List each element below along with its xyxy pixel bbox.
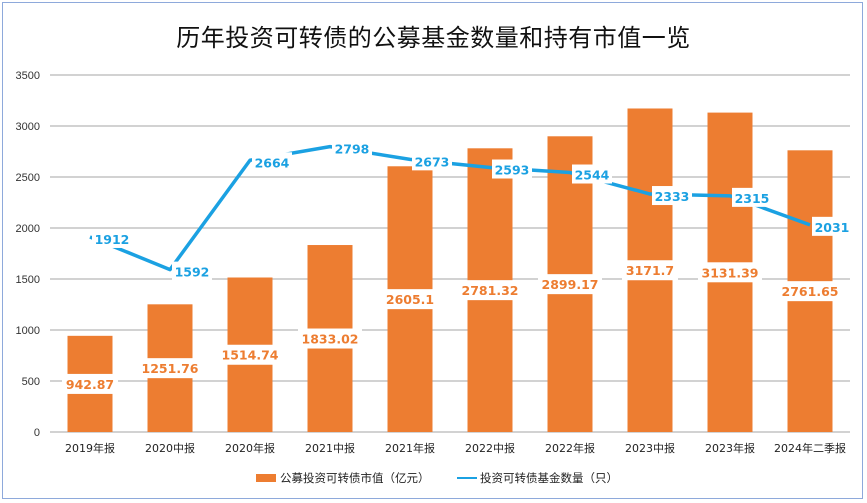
bar-data-label: 1514.74: [222, 348, 279, 363]
legend: 公募投资可转债市值（亿元） 投资可转债基金数量（只）: [256, 471, 618, 485]
line-label-bg: [492, 159, 532, 179]
line-data-label: 2031: [815, 220, 850, 235]
line-data-label: 1912: [95, 232, 130, 247]
bar-label-bg: [458, 280, 522, 301]
x-tick-label: 2021中报: [305, 441, 355, 455]
x-tick-label: 2023年报: [705, 441, 755, 455]
bar-data-label: 1833.02: [302, 332, 359, 347]
x-tick-label: 2024年二季报: [774, 441, 846, 455]
x-tick-label: 2021年报: [385, 441, 435, 455]
line-data-label: 2798: [335, 142, 370, 157]
line-data-label: 1592: [175, 265, 210, 280]
x-tick-label: 2023中报: [625, 441, 675, 455]
y-tick-label: 1500: [16, 274, 40, 286]
line-label-bg: [652, 186, 692, 206]
x-tick-label: 2022年报: [545, 441, 595, 455]
legend-swatch-bar: [256, 474, 276, 482]
y-tick-label: 2500: [16, 172, 40, 184]
line-label-bg: [92, 228, 132, 248]
bar-data-label: 3131.39: [702, 265, 759, 280]
bar-label-bg: [298, 328, 362, 349]
y-tick-label: 0: [34, 427, 40, 439]
bar-label-bg: [218, 344, 282, 365]
bar-label-bg: [382, 289, 438, 310]
line-data-label: 2315: [735, 191, 770, 206]
y-tick-label: 500: [22, 376, 40, 388]
x-tick-label: 2020中报: [145, 441, 195, 455]
line-label-bg: [172, 261, 212, 281]
bar-label-bg: [538, 274, 602, 295]
line-label-bg: [412, 151, 452, 171]
x-tick-label: 2022中报: [465, 441, 515, 455]
bar-label-bg: [622, 260, 678, 281]
line-data-label: 2544: [575, 168, 610, 183]
line-label-bg: [332, 138, 372, 158]
y-tick-label: 1000: [16, 325, 40, 337]
bar-label-bg: [698, 262, 762, 283]
x-tick-label: 2020年报: [225, 441, 275, 455]
bar-label-bg: [62, 373, 118, 394]
y-tick-label: 3000: [16, 121, 40, 133]
bar-label-bg: [138, 358, 202, 379]
bar-label-bg: [778, 281, 842, 302]
line-data-label: 2673: [415, 154, 450, 169]
x-axis-ticks: 2019年报 2020中报 2020年报 2021中报 2021年报 2022中报 2022…: [65, 441, 846, 455]
line-label-bg: [732, 187, 772, 207]
line-label-bg: [252, 152, 292, 172]
line-label-bg: [572, 164, 612, 184]
x-tick-label: 2019年报: [65, 441, 115, 455]
chart-title: 历年投资可转债的公募基金数量和持有市值一览: [176, 24, 691, 52]
y-tick-label: 2000: [16, 223, 40, 235]
line-labels: 1912 1592 2664 2798 2673 2593 2544 2333 2315 2031: [92, 138, 852, 281]
line-data-label: 2593: [495, 163, 530, 178]
bar-data-label: 942.87: [66, 377, 114, 392]
bar-data-label: 2781.32: [462, 283, 519, 298]
bar-data-label: 1251.76: [142, 361, 199, 376]
line-data-label: 2333: [655, 189, 690, 204]
y-tick-label: 3500: [16, 70, 40, 82]
bar-data-label: 2605.1: [386, 292, 434, 307]
line-label-bg: [812, 216, 852, 236]
bar-data-label: 2761.65: [782, 284, 839, 299]
legend-label-line: 投资可转债基金数量（只）: [480, 471, 618, 485]
y-axis-ticks: 0 500 1000 1500 2000 2500 3000 3500: [16, 70, 40, 439]
bar-labels: 942.87 1251.76 1514.74 1833.02 2605.1 2781.32…: [62, 260, 842, 394]
bar-data-label: 3171.7: [626, 263, 674, 278]
bar-data-label: 2899.17: [542, 277, 599, 292]
legend-label-bar: 公募投资可转债市值（亿元）: [280, 471, 430, 485]
line-data-label: 2664: [255, 155, 290, 170]
